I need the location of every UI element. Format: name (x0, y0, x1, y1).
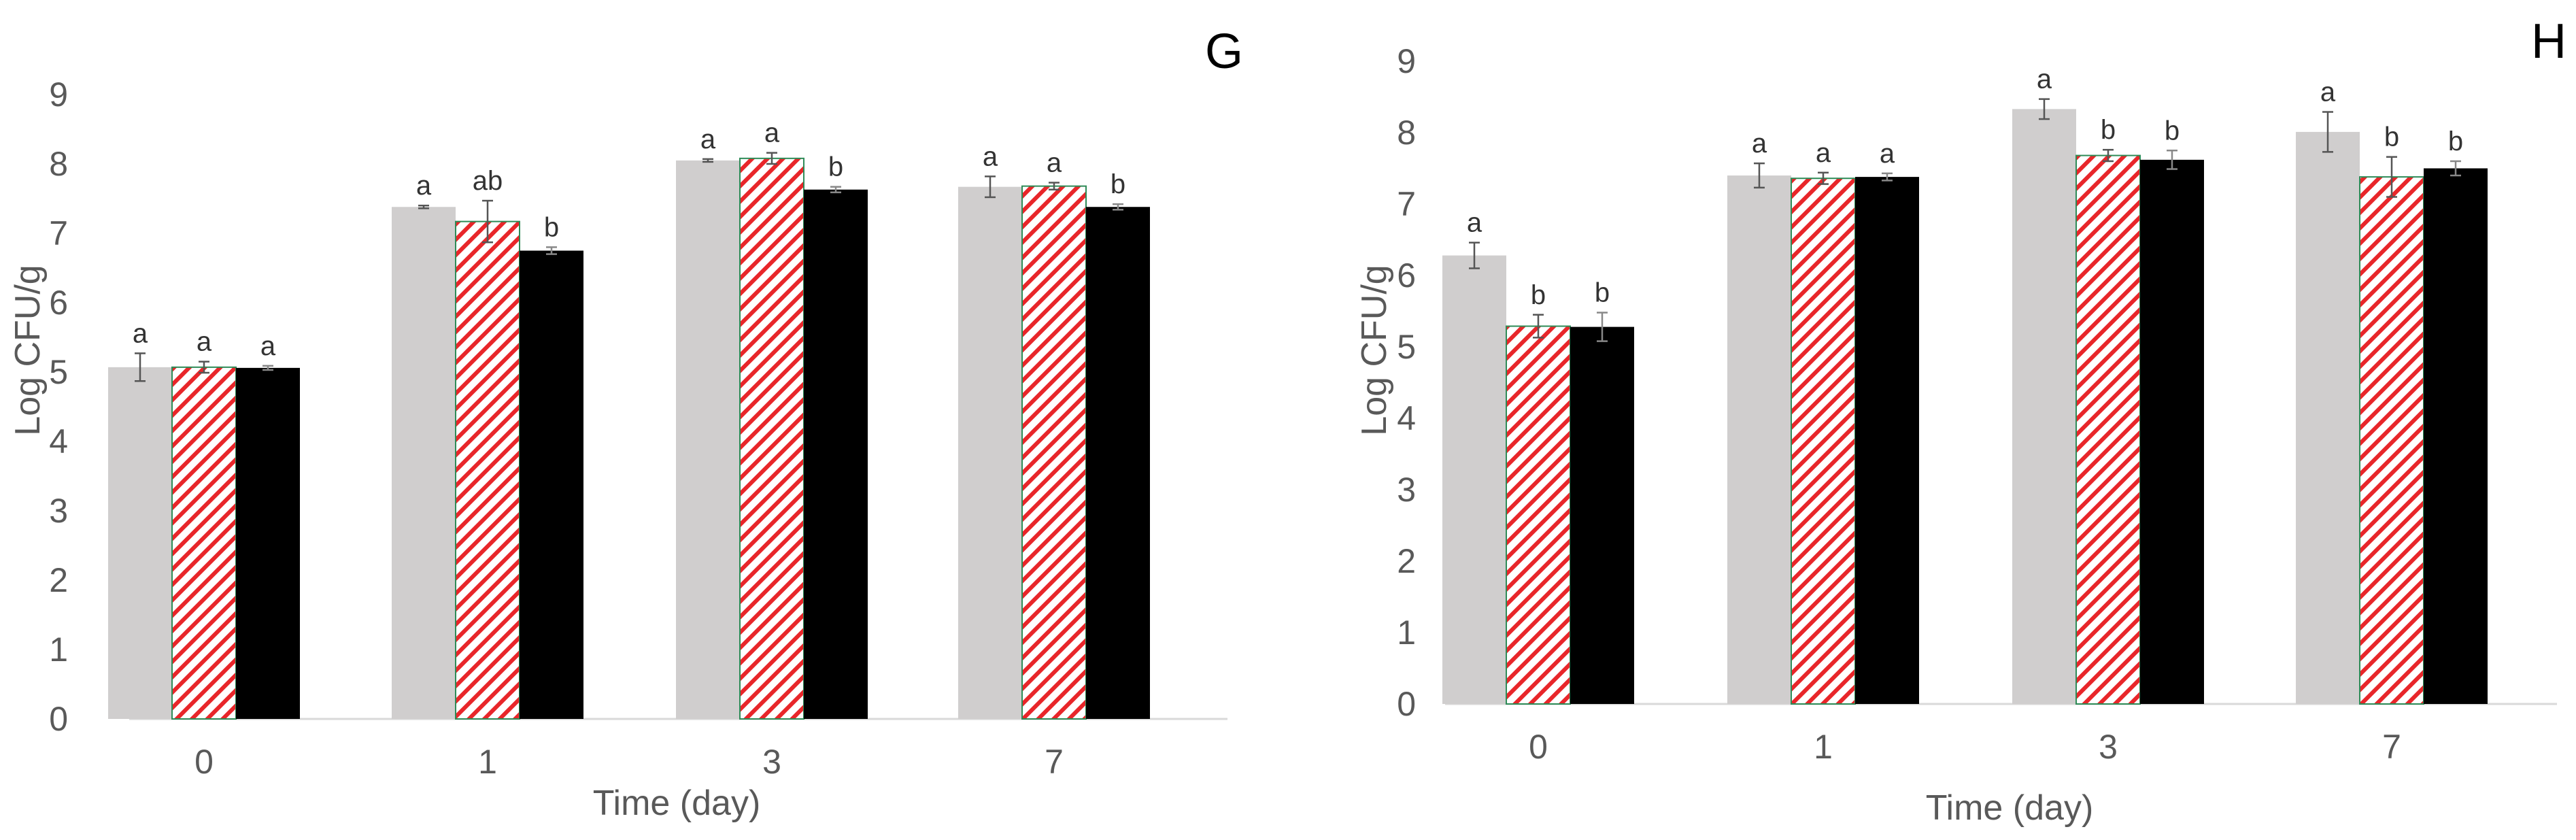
significance-letter-h-s3-day7: b (2448, 127, 2463, 156)
bar-g-s1-day1 (392, 207, 456, 719)
significance-letter-h-s1-day1: a (1752, 129, 1767, 158)
x-tick-label-h-7: 7 (2382, 728, 2401, 766)
x-tick-label-g-0: 0 (194, 743, 214, 781)
y-tick-label-h-0: 0 (1397, 685, 1416, 723)
bar-h-s1-day0 (1442, 255, 1506, 705)
significance-letter-g-s1-day0: a (133, 318, 148, 348)
significance-letter-h-s1-day3: a (2037, 65, 2052, 95)
error-bars-h (1469, 98, 2461, 342)
significance-letter-g-s3-day1: b (544, 212, 559, 242)
significance-letter-g-s1-day1: a (416, 171, 432, 201)
bar-h-s2-day3 (2075, 154, 2141, 705)
y-tick-label-h-6: 6 (1397, 256, 1416, 295)
significance-letter-g-s3-day7: b (1111, 169, 1125, 199)
bar-g-s1-day3 (676, 160, 740, 719)
bar-h-s3-day3 (2140, 159, 2204, 704)
y-tick-label-h-1: 1 (1397, 614, 1416, 652)
significance-letter-g-s3-day0: a (260, 331, 276, 361)
bar-h-s2-day0 (1506, 325, 1571, 705)
y-tick-label-g-0: 0 (49, 700, 68, 738)
significance-letter-h-s2-day3: b (2101, 115, 2116, 145)
x-tick-label-h-3: 3 (2099, 728, 2118, 766)
y-axis-title-g: Log CFU/g (8, 265, 48, 435)
bar-h-s3-day0 (1570, 326, 1634, 705)
significance-letters-h: a a a a b a b b b a b b (1467, 65, 2463, 310)
bar-h-s1-day3 (2012, 109, 2076, 705)
bar-h-s3-day7 (2424, 168, 2488, 704)
y-tick-label-h-2: 2 (1397, 542, 1416, 580)
y-tick-label-g-1: 1 (49, 631, 68, 669)
bar-g-s3-day0 (236, 367, 300, 719)
significance-letter-g-s1-day7: a (983, 141, 998, 171)
y-tick-label-h-4: 4 (1397, 399, 1416, 437)
x-tick-label-g-1: 1 (478, 743, 497, 781)
significance-letter-g-s3-day3: b (828, 152, 843, 182)
y-tick-label-h-8: 8 (1397, 114, 1416, 152)
y-tick-labels-g: 0 1 2 3 4 5 6 7 8 9 (49, 75, 68, 738)
significance-letter-h-s3-day3: b (2165, 116, 2180, 146)
significance-letter-g-s2-day1: ab (473, 166, 503, 196)
bar-g-s2-day7 (1021, 185, 1087, 720)
panel-letter-g: G (1205, 24, 1243, 79)
x-tick-label-h-0: 0 (1529, 728, 1548, 766)
significance-letter-h-s1-day7: a (2320, 78, 2336, 107)
significance-letter-g-s2-day0: a (197, 327, 212, 357)
chart-panel-h: H Log CFU/g Time (day) 0 1 2 3 4 5 6 7 8 9 0 1 3 7 a… (1355, 14, 2566, 828)
y-tick-label-g-6: 6 (49, 284, 68, 322)
significance-letter-g-s1-day3: a (700, 124, 716, 154)
y-axis-title-h: Log CFU/g (1355, 265, 1394, 435)
bar-g-s2-day0 (171, 366, 237, 720)
bar-g-s3-day7 (1086, 207, 1150, 719)
x-tick-labels-g: 0 1 3 7 (194, 743, 1064, 781)
y-tick-label-h-7: 7 (1397, 185, 1416, 223)
bar-h-s1-day7 (2296, 131, 2360, 704)
significance-letter-h-s3-day1: a (1880, 139, 1895, 169)
bars-g (108, 157, 1150, 720)
y-tick-label-g-8: 8 (49, 145, 68, 183)
y-tick-labels-h: 0 1 2 3 4 5 6 7 8 9 (1397, 42, 1416, 723)
significance-letter-h-s1-day0: a (1467, 208, 1482, 238)
x-tick-label-h-1: 1 (1814, 728, 1833, 766)
y-tick-label-h-5: 5 (1397, 328, 1416, 366)
y-tick-label-g-2: 2 (49, 561, 68, 599)
y-tick-label-g-7: 7 (49, 214, 68, 252)
x-tick-label-g-3: 3 (762, 743, 781, 781)
bar-g-s3-day3 (804, 189, 868, 719)
bar-g-s3-day1 (520, 250, 583, 719)
bar-h-s3-day1 (1855, 177, 1919, 705)
chart-panel-g: G Log CFU/g Time (day) 0 1 2 3 4 5 6 7 8 9 0 1 3 7 a… (8, 24, 1243, 823)
bar-h-s2-day1 (1791, 178, 1856, 705)
bar-g-s2-day1 (455, 220, 520, 720)
bar-g-s2-day3 (739, 157, 804, 720)
y-tick-label-g-4: 4 (49, 422, 68, 460)
panel-letter-h: H (2531, 14, 2566, 69)
significance-letter-h-s2-day7: b (2384, 122, 2399, 152)
significance-letter-h-s2-day0: b (1531, 280, 1546, 310)
significance-letter-g-s2-day3: a (764, 118, 780, 148)
significance-letter-g-s2-day7: a (1047, 148, 1062, 178)
x-tick-labels-h: 0 1 3 7 (1529, 728, 2401, 766)
x-axis-title-g: Time (day) (593, 784, 761, 823)
bar-g-s1-day7 (958, 186, 1022, 719)
bar-h-s1-day1 (1727, 175, 1791, 704)
significance-letter-h-s2-day1: a (1816, 138, 1831, 168)
y-tick-label-g-9: 9 (49, 75, 68, 114)
y-tick-label-g-5: 5 (49, 353, 68, 391)
x-tick-label-g-7: 7 (1045, 743, 1064, 781)
significance-letter-h-s3-day0: b (1595, 278, 1610, 308)
bars-h (1442, 109, 2488, 705)
y-tick-label-h-9: 9 (1397, 42, 1416, 80)
x-axis-title-h: Time (day) (1926, 788, 2094, 828)
y-tick-label-h-3: 3 (1397, 471, 1416, 509)
error-bars-g (135, 152, 1123, 382)
bar-g-s1-day0 (108, 367, 172, 719)
y-tick-label-g-3: 3 (49, 492, 68, 530)
bar-h-s2-day7 (2359, 176, 2424, 705)
